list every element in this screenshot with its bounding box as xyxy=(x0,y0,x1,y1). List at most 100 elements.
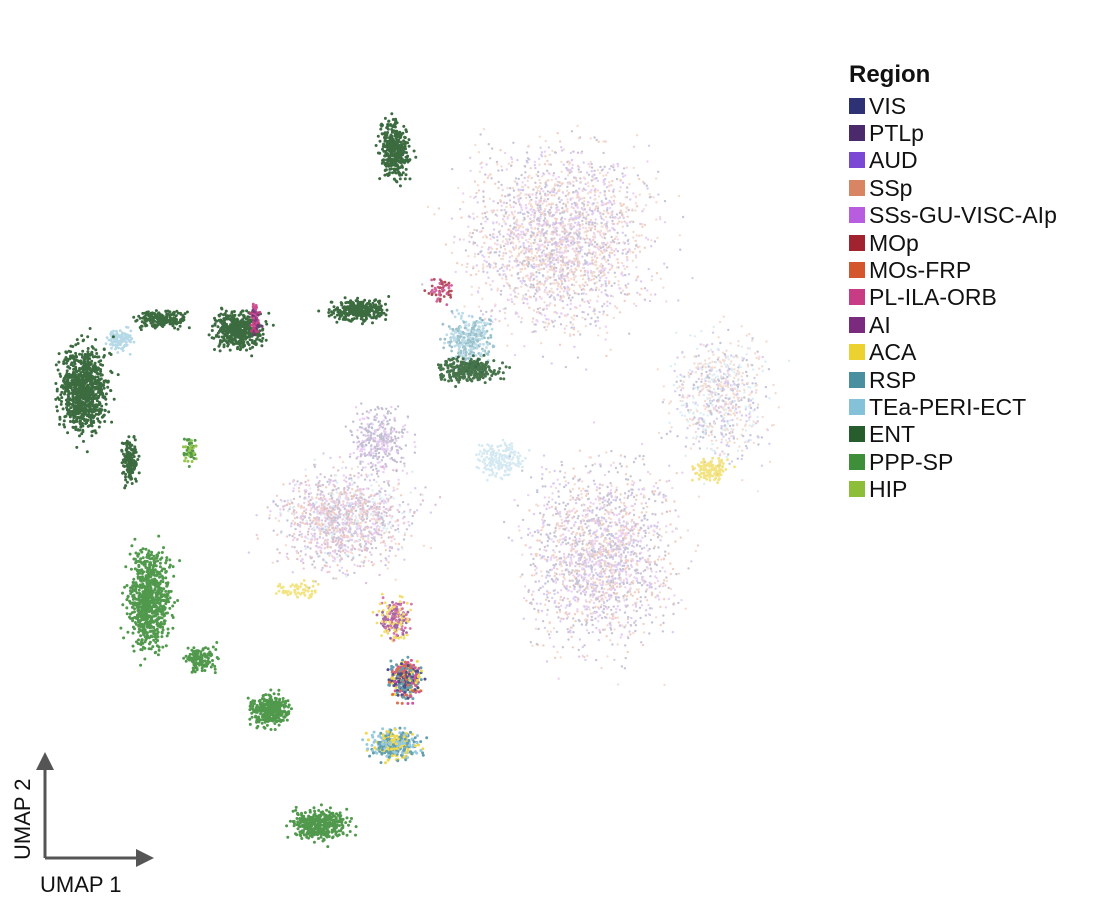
scatter-point xyxy=(557,261,560,264)
scatter-point xyxy=(510,254,514,258)
scatter-point xyxy=(557,250,560,254)
scatter-point xyxy=(540,541,543,544)
scatter-point xyxy=(559,181,562,185)
scatter-point xyxy=(550,261,553,264)
scatter-point xyxy=(677,601,680,605)
scatter-point xyxy=(603,256,606,259)
scatter-point xyxy=(561,236,564,239)
scatter-point xyxy=(426,205,430,209)
scatter-point xyxy=(610,263,613,266)
scatter-point xyxy=(572,225,576,228)
scatter-point xyxy=(634,195,637,198)
scatter-point xyxy=(505,281,509,285)
scatter-point xyxy=(606,331,609,335)
scatter-point xyxy=(575,203,579,206)
scatter-point xyxy=(537,170,540,174)
scatter-point xyxy=(572,238,576,242)
scatter-point xyxy=(599,497,602,500)
scatter-point xyxy=(653,240,657,243)
scatter-point xyxy=(571,530,575,534)
scatter-point xyxy=(560,266,563,269)
scatter-point xyxy=(612,199,616,203)
scatter-point xyxy=(539,586,542,590)
scatter-point xyxy=(606,533,609,537)
scatter-point xyxy=(648,193,651,196)
scatter-point xyxy=(540,260,543,263)
scatter-point xyxy=(639,616,642,620)
scatter-point xyxy=(558,254,561,258)
scatter-point xyxy=(568,600,571,603)
scatter-point xyxy=(318,529,321,532)
scatter-point xyxy=(723,452,726,455)
scatter-point xyxy=(601,567,604,571)
scatter-point xyxy=(543,558,547,561)
scatter-point xyxy=(578,619,581,623)
scatter-point xyxy=(553,269,556,273)
scatter-point xyxy=(604,289,607,292)
scatter-point xyxy=(499,257,503,261)
scatter-point xyxy=(729,408,732,411)
scatter-point xyxy=(545,593,549,596)
scatter-point xyxy=(608,521,612,524)
scatter-point xyxy=(608,268,612,271)
scatter-point xyxy=(745,353,748,356)
scatter-point xyxy=(600,533,603,536)
scatter-point xyxy=(579,248,583,252)
scatter-point xyxy=(582,579,585,582)
scatter-point xyxy=(623,455,627,458)
scatter-point xyxy=(603,258,607,261)
scatter-point xyxy=(618,287,621,290)
scatter-point xyxy=(556,478,559,481)
scatter-point xyxy=(565,261,569,264)
scatter-point xyxy=(543,326,546,329)
scatter-point xyxy=(560,524,564,528)
scatter-point xyxy=(615,177,619,181)
scatter-point xyxy=(587,587,590,590)
scatter-point xyxy=(540,574,544,578)
scatter-point xyxy=(635,234,638,237)
scatter-point xyxy=(591,511,594,514)
scatter-point xyxy=(544,254,547,258)
scatter-point xyxy=(643,287,647,290)
scatter-point xyxy=(559,246,562,250)
scatter-point xyxy=(590,317,593,320)
scatter-point xyxy=(640,519,643,522)
scatter-point xyxy=(607,189,611,192)
scatter-point xyxy=(549,276,552,279)
scatter-point xyxy=(524,207,528,210)
scatter-point xyxy=(625,166,628,169)
scatter-point xyxy=(529,203,533,206)
scatter-point xyxy=(580,197,584,200)
scatter-point xyxy=(572,547,575,551)
scatter-point xyxy=(571,240,575,243)
scatter-point xyxy=(479,309,483,313)
scatter-point xyxy=(553,282,556,285)
scatter-point xyxy=(655,201,658,204)
scatter-point xyxy=(590,618,593,622)
scatter-point xyxy=(710,369,713,372)
scatter-point xyxy=(576,497,579,500)
scatter-point xyxy=(562,573,566,576)
scatter-point xyxy=(531,231,535,235)
scatter-point xyxy=(595,486,599,489)
scatter-point xyxy=(501,277,504,280)
scatter-point xyxy=(595,243,599,246)
scatter-point xyxy=(632,521,636,524)
scatter-point xyxy=(561,258,565,261)
scatter-point xyxy=(634,629,637,633)
scatter-point xyxy=(573,483,576,486)
scatter-point xyxy=(529,204,533,207)
scatter-point xyxy=(663,262,666,265)
scatter-point xyxy=(606,607,609,610)
scatter-point xyxy=(607,524,610,528)
scatter-point xyxy=(705,447,709,450)
scatter-point xyxy=(637,532,640,535)
scatter-point xyxy=(511,246,515,249)
scatter-point xyxy=(553,469,556,473)
scatter-point xyxy=(532,234,535,237)
scatter-point xyxy=(523,218,526,221)
scatter-point xyxy=(591,592,594,596)
scatter-point xyxy=(555,233,559,236)
scatter-point xyxy=(596,201,599,204)
scatter-point xyxy=(675,472,678,475)
